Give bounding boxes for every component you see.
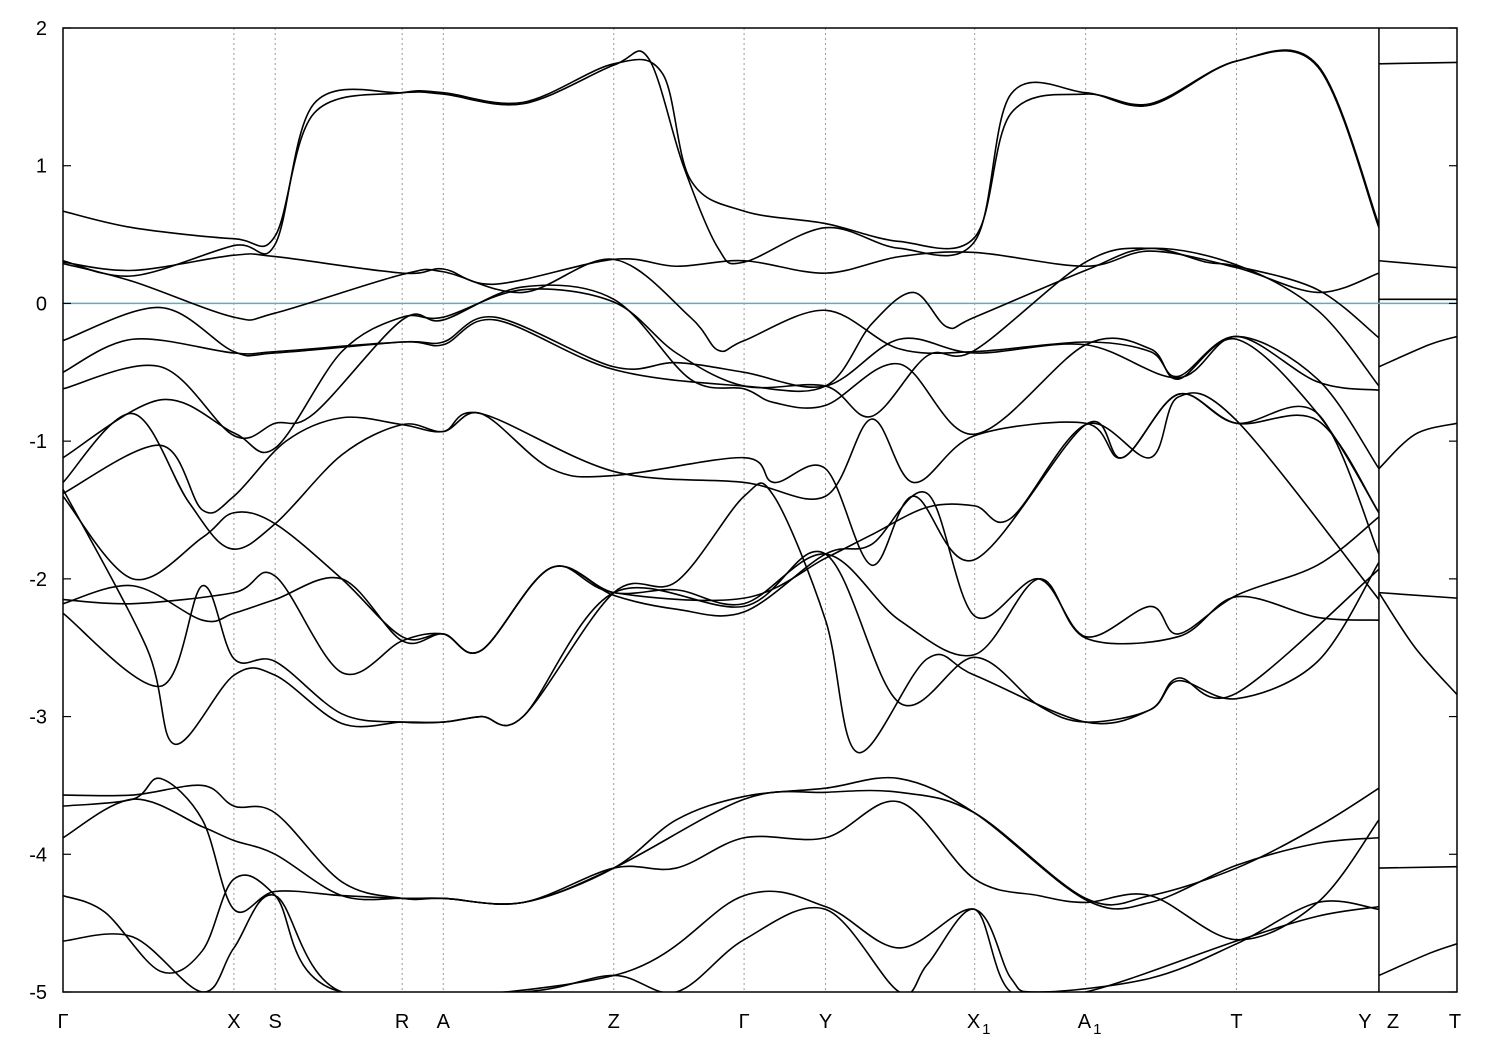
band-line-6 <box>63 247 1380 393</box>
band-line-13 <box>63 553 1379 657</box>
band-line-7 <box>63 284 1380 514</box>
band-line-27 <box>1378 592 1457 696</box>
y-tick-label: -4 <box>29 844 47 866</box>
band-line-9 <box>63 392 1380 555</box>
y-tick-label: -3 <box>29 707 47 729</box>
band-line-15 <box>63 488 1380 745</box>
band-line-25 <box>1378 422 1457 470</box>
band-line-5 <box>63 306 1380 470</box>
x-tick-label: Z <box>1387 1011 1399 1033</box>
x-tick-label: Γ <box>739 1011 750 1033</box>
band-line-29 <box>1378 943 1457 977</box>
band-line-26 <box>1378 591 1457 599</box>
band-line-3 <box>63 250 1380 294</box>
y-tick-label: -5 <box>29 982 47 1004</box>
band-line-21 <box>1378 61 1457 65</box>
band-line-28 <box>1378 865 1457 869</box>
y-tick-label: -1 <box>29 431 47 453</box>
band-line-16 <box>63 784 1380 906</box>
kpoint-grid <box>233 28 1380 992</box>
band-line-1 <box>63 50 1380 250</box>
x-tick-subscript: 1 <box>982 1021 990 1038</box>
x-tick-label: T <box>1449 1011 1461 1033</box>
x-tick-label: R <box>395 1011 409 1033</box>
plot-frame <box>62 27 1458 993</box>
x-tick-label: A <box>437 1011 451 1033</box>
band-line-12 <box>63 490 1380 676</box>
y-tick-label: 2 <box>36 18 47 40</box>
x-tick-label: Z <box>608 1011 620 1033</box>
x-tick-label: T <box>1230 1011 1242 1033</box>
band-line-14 <box>63 482 1380 754</box>
x-tick-label: Γ <box>57 1011 68 1033</box>
band-line-19 <box>63 874 1380 992</box>
band-line-10 <box>63 392 1380 566</box>
x-tick-label: Y <box>819 1011 832 1033</box>
x-tick-label: X <box>227 1011 240 1033</box>
band-line-20 <box>63 894 1380 992</box>
band-line-8 <box>63 247 1380 459</box>
band-line-4 <box>63 258 1380 391</box>
band-line-11 <box>63 392 1380 654</box>
band-lines <box>63 49 1457 992</box>
x-tick-label: S <box>268 1011 281 1033</box>
band-line-18 <box>63 798 1380 941</box>
y-tick-label: 0 <box>36 293 47 315</box>
band-line-17 <box>63 776 1380 913</box>
band-line-22 <box>1378 259 1457 269</box>
band-line-24 <box>1378 335 1457 368</box>
x-tick-subscript: 1 <box>1093 1021 1101 1038</box>
y-axis: -5 -4 -3 -2 -1 0 1 2 <box>29 18 1457 1004</box>
y-tick-label: 1 <box>36 156 47 178</box>
band-line-2 <box>63 49 1380 277</box>
x-tick-label: Y <box>1358 1011 1371 1033</box>
y-tick-label: -2 <box>29 569 47 591</box>
